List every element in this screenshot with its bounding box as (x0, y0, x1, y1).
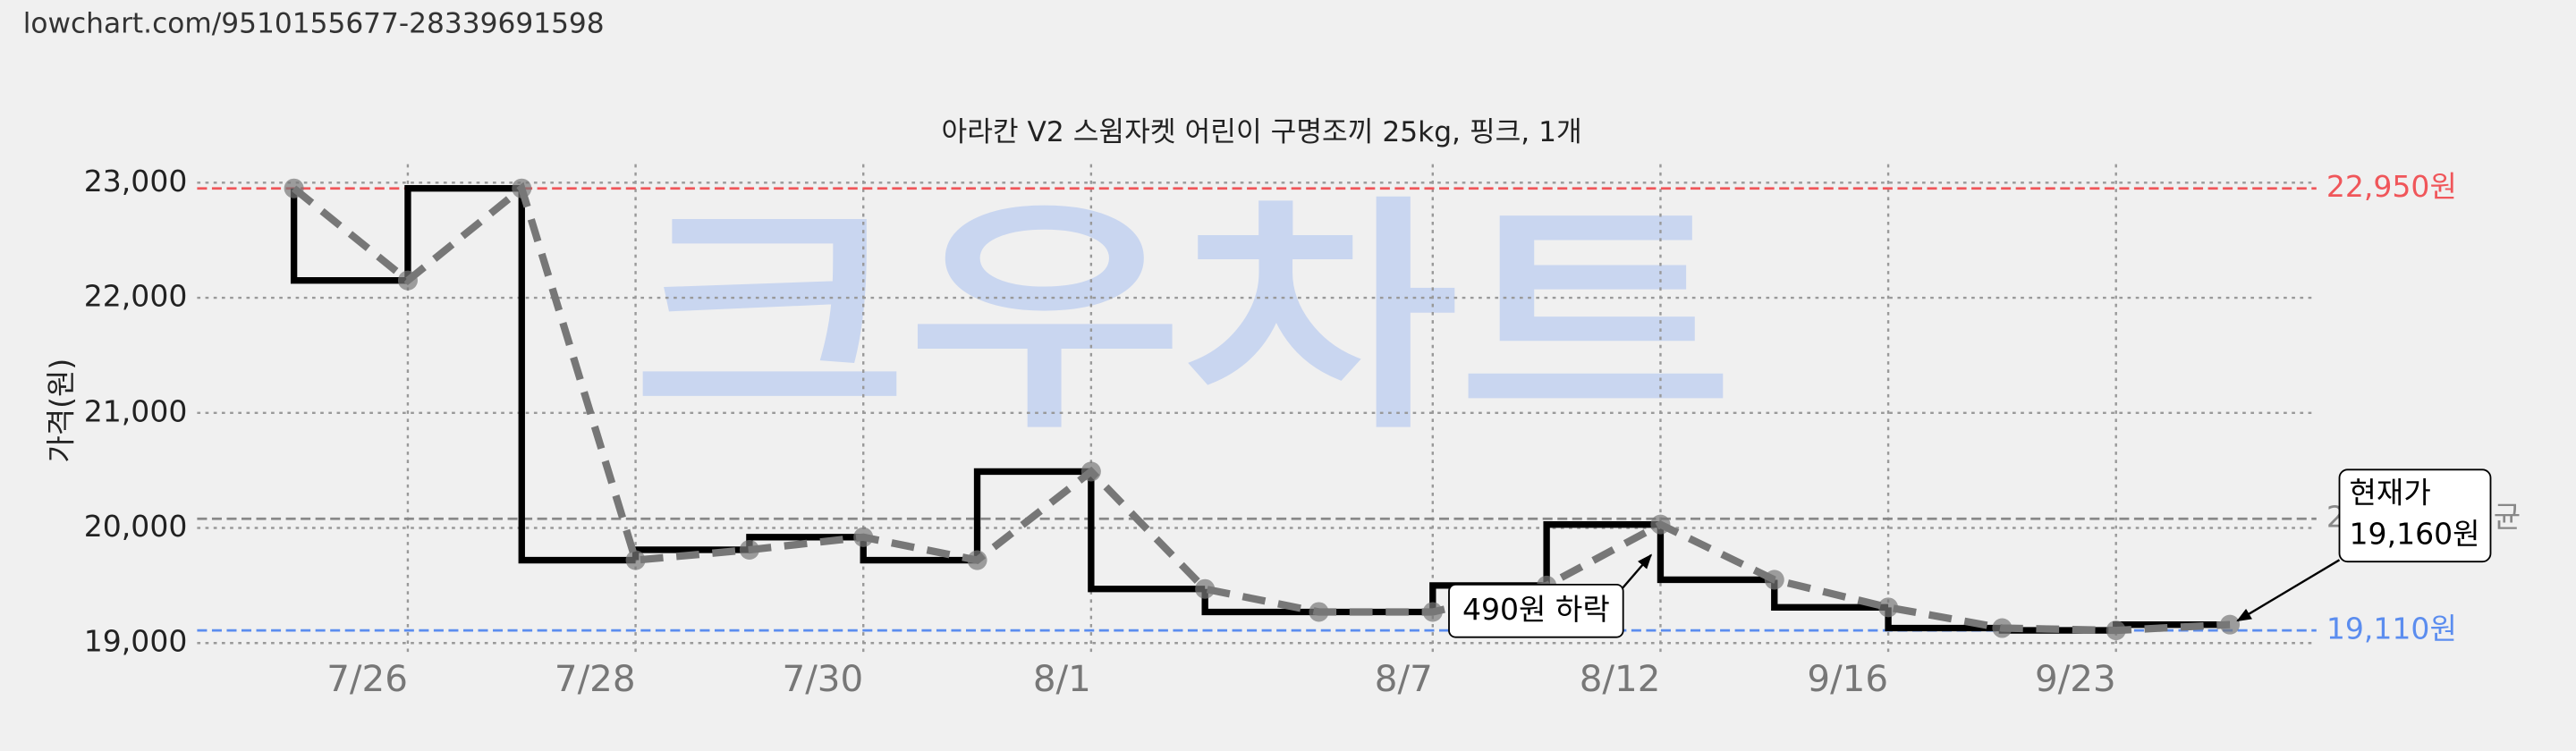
point (1309, 602, 1329, 622)
annotations: 490원 하락 현재가 19,160원 (1448, 468, 2492, 638)
point (739, 539, 759, 560)
x-tick-label: 8/1 (1033, 657, 1091, 700)
point (1080, 461, 1101, 482)
current-label: 현재가 (2350, 475, 2431, 510)
point (967, 550, 987, 570)
y-tick-label: 20,000 (84, 509, 188, 544)
point (1422, 602, 1443, 622)
y-axis-label: 가격(원) (43, 359, 78, 463)
current-box (2338, 468, 2492, 563)
point (1764, 570, 1784, 590)
point (1878, 597, 1899, 618)
step-segment (404, 185, 522, 281)
point (2220, 614, 2241, 635)
x-tick-label: 7/30 (783, 657, 864, 700)
x-tick-label: 9/23 (2035, 657, 2116, 700)
point (1992, 618, 2012, 638)
y-tick-label: 23,000 (84, 164, 188, 198)
y-tick-label: 21,000 (84, 393, 188, 428)
point (284, 178, 304, 198)
point (397, 270, 418, 291)
y-tick-label: 19,000 (84, 624, 188, 659)
drop-box (1448, 583, 1624, 638)
x-tick-label: 8/12 (1580, 657, 1661, 700)
price-line (292, 181, 2231, 635)
point (2106, 620, 2126, 641)
current-arrow (2236, 559, 2341, 622)
x-tick-label: 9/16 (1807, 657, 1888, 700)
current-value-label: 19,160원 (2350, 516, 2480, 551)
point (1650, 514, 1671, 535)
y-tick-label: 22,000 (84, 279, 188, 314)
reference-label: 19,110원 (2326, 612, 2457, 646)
point (1195, 578, 1216, 599)
point (625, 550, 646, 570)
step-segment (1657, 524, 1775, 584)
chart-title: 아라칸 V2 스윔자켓 어린이 구명조끼 25kg, 핑크, 1개 (941, 116, 1581, 148)
x-tick-label: 7/26 (326, 657, 408, 700)
step-segment (973, 468, 1091, 561)
drop-arrow (1619, 553, 1653, 593)
reference-label: 22,950원 (2326, 169, 2457, 204)
step-segment (1543, 520, 1661, 586)
point (512, 178, 532, 198)
point (853, 527, 874, 547)
x-tick-label: 8/7 (1375, 657, 1433, 700)
url: lowchart.com/9510155677-28339691598 (23, 8, 605, 40)
drop-label: 490원 하락 (1462, 592, 1610, 627)
x-tick-label: 7/28 (555, 657, 636, 700)
step-segment (518, 188, 636, 564)
watermark: 크우차트 (632, 175, 1733, 462)
step-segment (290, 188, 408, 284)
step-segment (1088, 471, 1206, 593)
